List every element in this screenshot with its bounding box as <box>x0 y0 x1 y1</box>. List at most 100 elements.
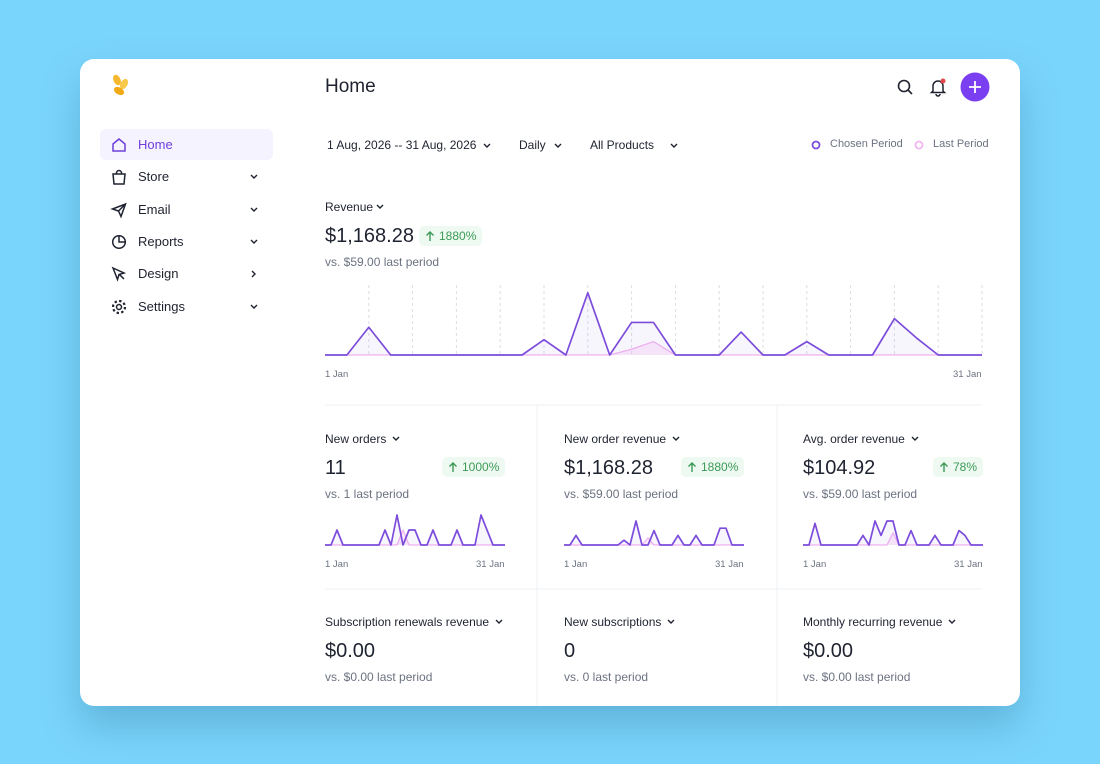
dropdown-chevron <box>495 619 503 624</box>
products-filter[interactable]: All Products <box>590 138 654 152</box>
nav-icon <box>111 266 127 282</box>
series-line <box>325 291 982 356</box>
metric-comparison: vs. $0.00 last period <box>325 670 433 684</box>
metric-value: $104.92 <box>803 457 876 479</box>
series-area <box>564 521 744 545</box>
dropdown-chevron <box>948 619 956 624</box>
nav-label: Design <box>138 266 179 282</box>
dropdown-chevron <box>672 436 680 441</box>
nav-icon <box>112 138 126 152</box>
x-end-label: 31 Jan <box>715 559 744 570</box>
metric-label[interactable]: New orders <box>325 432 387 446</box>
change-value: 78% <box>953 460 978 474</box>
nav-chevron <box>250 304 258 309</box>
nav-item[interactable]: Store <box>100 161 273 192</box>
change-badge: 1000% <box>442 457 506 477</box>
dropdown-chevron <box>376 204 384 209</box>
metric-comparison: vs. $0.00 last period <box>803 670 911 684</box>
nav-chevron <box>251 270 256 278</box>
change-value: 1880% <box>701 460 739 474</box>
nav-item[interactable]: Design <box>100 258 273 289</box>
series-area <box>803 533 983 545</box>
dropdown-chevron <box>483 143 491 148</box>
nav-chevron <box>250 174 258 180</box>
change-value: 1000% <box>462 460 500 474</box>
nav-label: Email <box>138 201 171 217</box>
dropdown-chevron <box>392 436 400 441</box>
change-badge: 78% <box>933 457 984 477</box>
notifications-button[interactable] <box>928 77 948 97</box>
metric-comparison: vs. $59.00 last period <box>325 255 440 269</box>
up-arrow <box>688 462 696 472</box>
dropdown-chevron <box>554 143 562 148</box>
metric-value: 0 <box>564 640 576 662</box>
nav-chevron <box>250 239 258 244</box>
metric-comparison: vs. $59.00 last period <box>803 487 918 501</box>
nav-label: Settings <box>138 298 185 314</box>
metric-value: 11 <box>325 457 346 479</box>
metric-comparison: vs. 0 last period <box>564 670 649 684</box>
page-title: Home <box>325 76 376 97</box>
x-end-label: 31 Jan <box>476 559 505 570</box>
metric-label[interactable]: Monthly recurring revenue <box>803 615 943 629</box>
nav-label: Home <box>138 137 173 152</box>
legend-label: Last Period <box>933 138 989 150</box>
x-start-label: 1 Jan <box>564 559 588 570</box>
metric-value: $1,168.28 <box>325 225 414 247</box>
x-start-label: 1 Jan <box>325 369 349 380</box>
metric-comparison: vs. 1 last period <box>325 487 410 501</box>
metric-label[interactable]: Subscription renewals revenue <box>325 615 490 629</box>
nav-label: Reports <box>138 233 184 249</box>
nav-item[interactable]: Settings <box>100 291 273 322</box>
nav-item[interactable]: Home <box>100 129 273 160</box>
up-arrow <box>449 462 457 472</box>
nav-item[interactable]: Reports <box>100 226 273 257</box>
x-end-label: 31 Jan <box>954 559 983 570</box>
dropdown-chevron <box>670 143 678 148</box>
revenue-label[interactable]: Revenue <box>325 200 373 214</box>
nav-chevron <box>250 207 258 212</box>
nav-label: Store <box>138 169 170 185</box>
interval: Daily <box>519 138 546 152</box>
nav-item[interactable]: Email <box>100 194 273 225</box>
metric-label[interactable]: Avg. order revenue <box>803 432 905 446</box>
nav-icon <box>110 202 127 219</box>
up-arrow <box>940 462 948 472</box>
change-value: 1880% <box>439 229 477 243</box>
metric-label[interactable]: New subscriptions <box>564 615 662 629</box>
metric-value: $1,168.28 <box>564 457 653 479</box>
nav-icon <box>111 299 127 314</box>
search-button[interactable] <box>896 78 914 96</box>
app-window <box>80 59 1020 706</box>
nav-icon <box>112 170 126 186</box>
change-badge: 1880% <box>419 226 483 246</box>
metric-comparison: vs. $59.00 last period <box>564 487 679 501</box>
metric-label[interactable]: New order revenue <box>564 432 667 446</box>
dropdown-chevron <box>667 619 675 624</box>
change-badge: 1880% <box>681 457 745 477</box>
interval-filter[interactable]: Daily <box>519 138 546 152</box>
metric-value: $0.00 <box>325 640 376 662</box>
x-end-label: 31 Jan <box>953 369 982 380</box>
series-line <box>564 520 744 546</box>
x-start-label: 1 Jan <box>803 559 827 570</box>
date-range: 1 Aug, 2026 -- 31 Aug, 2026 <box>327 138 477 152</box>
legend-swatch <box>914 140 924 150</box>
dropdown-chevron <box>911 436 919 441</box>
legend-swatch <box>811 140 821 150</box>
up-arrow <box>426 231 434 241</box>
date-range-filter[interactable]: 1 Aug, 2026 -- 31 Aug, 2026 <box>327 138 476 152</box>
logo <box>113 74 129 96</box>
x-start-label: 1 Jan <box>325 559 349 570</box>
series-line <box>325 514 505 546</box>
series-area <box>803 521 983 545</box>
products: All Products <box>590 138 655 152</box>
legend-label: Chosen Period <box>830 138 903 150</box>
metric-label: Revenue <box>325 200 374 214</box>
nav-icon <box>111 234 127 249</box>
series-line <box>803 520 983 546</box>
metric-value: $0.00 <box>803 640 854 662</box>
add-button[interactable] <box>960 72 990 102</box>
